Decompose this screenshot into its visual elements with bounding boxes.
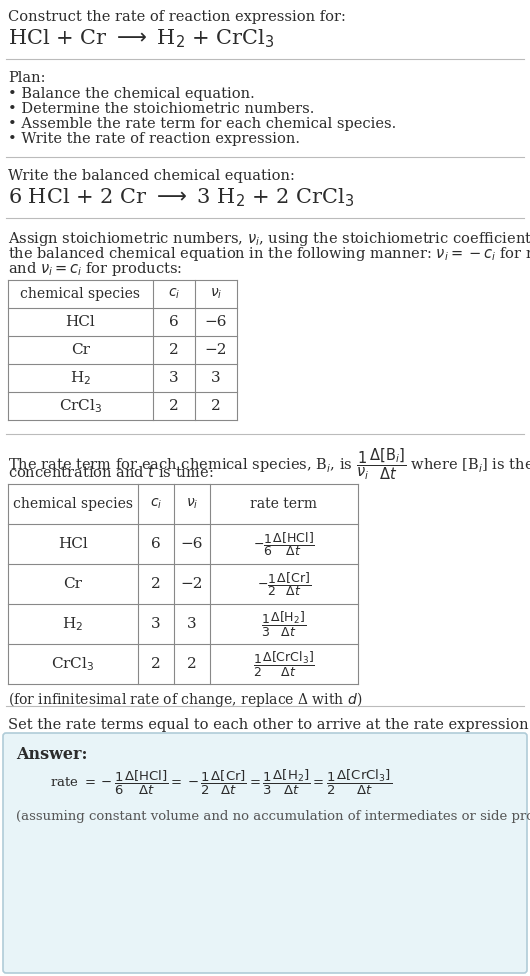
Text: Cr: Cr <box>71 343 90 357</box>
Text: rate term: rate term <box>251 497 317 511</box>
Text: H$_2$: H$_2$ <box>70 369 91 386</box>
Text: (assuming constant volume and no accumulation of intermediates or side products): (assuming constant volume and no accumul… <box>16 810 530 823</box>
Text: $-\dfrac{1}{2}\dfrac{\Delta[\mathrm{Cr}]}{\Delta t}$: $-\dfrac{1}{2}\dfrac{\Delta[\mathrm{Cr}]… <box>257 570 311 598</box>
Text: −2: −2 <box>181 577 203 591</box>
Text: 2: 2 <box>151 657 161 671</box>
Text: Plan:: Plan: <box>8 71 46 85</box>
Text: 2: 2 <box>211 399 221 413</box>
Text: 2: 2 <box>169 343 179 357</box>
Text: $c_i$: $c_i$ <box>168 287 180 302</box>
Text: −6: −6 <box>181 537 203 551</box>
Text: CrCl$_3$: CrCl$_3$ <box>51 655 95 672</box>
Text: rate $= -\dfrac{1}{6}\dfrac{\Delta[\mathrm{HCl}]}{\Delta t} = -\dfrac{1}{2}\dfra: rate $= -\dfrac{1}{6}\dfrac{\Delta[\math… <box>50 768 392 797</box>
Text: $c_i$: $c_i$ <box>150 497 162 511</box>
Text: Assign stoichiometric numbers, $\nu_i$, using the stoichiometric coefficients, $: Assign stoichiometric numbers, $\nu_i$, … <box>8 230 530 248</box>
Text: chemical species: chemical species <box>13 497 133 511</box>
Text: 6 HCl + 2 Cr $\longrightarrow$ 3 H$_2$ + 2 CrCl$_3$: 6 HCl + 2 Cr $\longrightarrow$ 3 H$_2$ +… <box>8 186 355 209</box>
Text: 3: 3 <box>151 617 161 631</box>
Text: chemical species: chemical species <box>21 287 140 301</box>
Text: HCl: HCl <box>58 537 88 551</box>
Text: Set the rate terms equal to each other to arrive at the rate expression:: Set the rate terms equal to each other t… <box>8 718 530 732</box>
Text: (for infinitesimal rate of change, replace Δ with $d$): (for infinitesimal rate of change, repla… <box>8 690 363 709</box>
Text: 2: 2 <box>169 399 179 413</box>
Text: Write the balanced chemical equation:: Write the balanced chemical equation: <box>8 169 295 183</box>
Text: CrCl$_3$: CrCl$_3$ <box>59 397 102 415</box>
Text: • Assemble the rate term for each chemical species.: • Assemble the rate term for each chemic… <box>8 117 396 131</box>
Text: and $\nu_i = c_i$ for products:: and $\nu_i = c_i$ for products: <box>8 260 182 278</box>
Text: H$_2$: H$_2$ <box>63 615 84 632</box>
Text: HCl: HCl <box>66 315 95 329</box>
Text: • Write the rate of reaction expression.: • Write the rate of reaction expression. <box>8 132 300 146</box>
Text: • Balance the chemical equation.: • Balance the chemical equation. <box>8 87 255 101</box>
Text: $\nu_i$: $\nu_i$ <box>210 287 222 302</box>
Text: 3: 3 <box>187 617 197 631</box>
Text: concentration and $t$ is time:: concentration and $t$ is time: <box>8 464 214 480</box>
Text: Answer:: Answer: <box>16 746 87 763</box>
Text: the balanced chemical equation in the following manner: $\nu_i = -c_i$ for react: the balanced chemical equation in the fo… <box>8 245 530 263</box>
Text: The rate term for each chemical species, B$_i$, is $\dfrac{1}{\nu_i}\dfrac{\Delt: The rate term for each chemical species,… <box>8 446 530 481</box>
FancyBboxPatch shape <box>3 733 527 973</box>
Text: 2: 2 <box>151 577 161 591</box>
Text: 6: 6 <box>169 315 179 329</box>
Text: $-\dfrac{1}{6}\dfrac{\Delta[\mathrm{HCl}]}{\Delta t}$: $-\dfrac{1}{6}\dfrac{\Delta[\mathrm{HCl}… <box>253 530 315 558</box>
Text: Construct the rate of reaction expression for:: Construct the rate of reaction expressio… <box>8 10 346 24</box>
Text: • Determine the stoichiometric numbers.: • Determine the stoichiometric numbers. <box>8 102 314 116</box>
Text: −2: −2 <box>205 343 227 357</box>
Text: Cr: Cr <box>64 577 83 591</box>
Text: 2: 2 <box>187 657 197 671</box>
Text: 3: 3 <box>211 371 221 385</box>
Text: $\nu_i$: $\nu_i$ <box>186 497 198 511</box>
Text: 6: 6 <box>151 537 161 551</box>
Text: −6: −6 <box>205 315 227 329</box>
Text: 3: 3 <box>169 371 179 385</box>
Text: $\dfrac{1}{2}\dfrac{\Delta[\mathrm{CrCl_3}]}{\Delta t}$: $\dfrac{1}{2}\dfrac{\Delta[\mathrm{CrCl_… <box>253 649 315 678</box>
Text: HCl + Cr $\longrightarrow$ H$_2$ + CrCl$_3$: HCl + Cr $\longrightarrow$ H$_2$ + CrCl$… <box>8 27 275 50</box>
Text: $\dfrac{1}{3}\dfrac{\Delta[\mathrm{H_2}]}{\Delta t}$: $\dfrac{1}{3}\dfrac{\Delta[\mathrm{H_2}]… <box>261 609 307 638</box>
